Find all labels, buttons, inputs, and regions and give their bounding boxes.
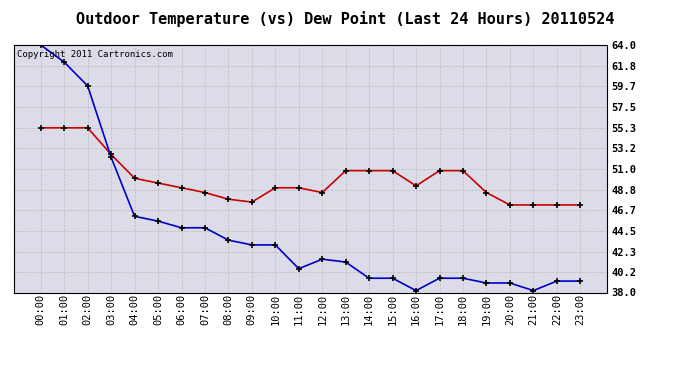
- Text: Outdoor Temperature (vs) Dew Point (Last 24 Hours) 20110524: Outdoor Temperature (vs) Dew Point (Last…: [76, 11, 614, 27]
- Text: Copyright 2011 Cartronics.com: Copyright 2011 Cartronics.com: [17, 50, 172, 59]
